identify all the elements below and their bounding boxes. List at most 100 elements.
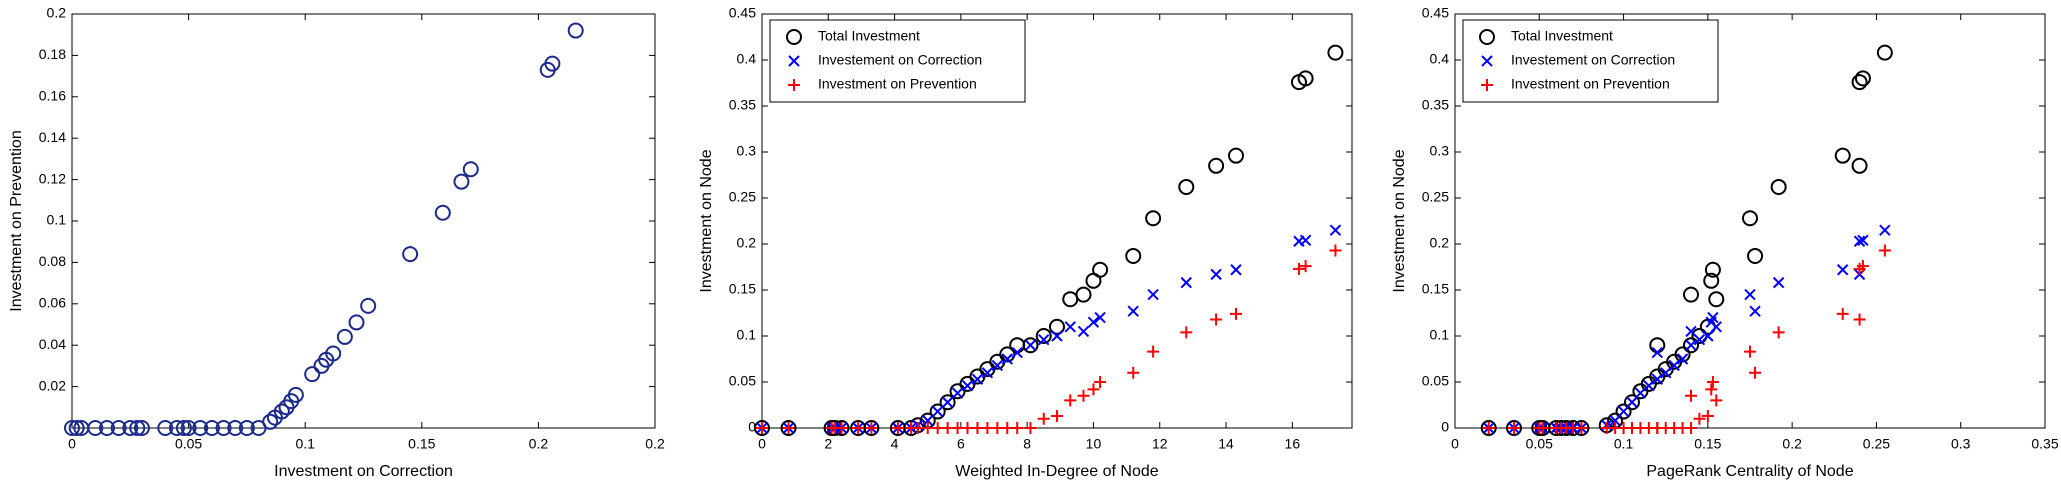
data-point xyxy=(1064,394,1077,407)
data-point xyxy=(991,359,1004,372)
x-tick-label: 0.1 xyxy=(295,436,315,452)
y-tick-label: 0.2 xyxy=(47,5,67,21)
data-point xyxy=(1851,157,1868,174)
data-point xyxy=(1836,307,1849,320)
data-point xyxy=(287,386,304,403)
data-point xyxy=(157,420,174,436)
plot-frame xyxy=(761,13,1353,429)
legend-box xyxy=(1462,19,1719,103)
data-point xyxy=(1178,178,1195,195)
data-point xyxy=(1210,313,1223,326)
data-point xyxy=(1624,394,1640,411)
data-point xyxy=(1707,311,1719,324)
data-point xyxy=(1704,261,1721,278)
data-point xyxy=(180,420,197,436)
data-point xyxy=(402,246,419,263)
data-point xyxy=(1632,383,1649,400)
data-point xyxy=(1064,321,1076,333)
x-tick-label: 14 xyxy=(1218,436,1234,452)
y-tick-label: 0.45 xyxy=(1422,5,1449,21)
data-point xyxy=(1853,235,1866,247)
data-point xyxy=(1180,326,1193,339)
data-point xyxy=(1674,346,1691,363)
data-point xyxy=(1693,412,1706,425)
legend-label: Total Investment xyxy=(818,28,920,44)
y-tick-label: 0.04 xyxy=(39,336,66,352)
data-point xyxy=(835,422,848,434)
data-point xyxy=(133,420,150,436)
plot-frame xyxy=(1454,13,2046,429)
data-point xyxy=(1837,264,1849,276)
y-tick-label: 0.06 xyxy=(39,295,66,311)
data-point xyxy=(175,420,192,436)
x-axis-label: Investment on Correction xyxy=(274,463,453,480)
data-point xyxy=(1701,410,1714,423)
data-point xyxy=(1615,403,1632,420)
data-point xyxy=(1147,345,1160,358)
data-point xyxy=(863,420,880,436)
data-point xyxy=(1125,247,1142,264)
x-tick-label: 6 xyxy=(957,436,965,452)
x-tick-label: 0.15 xyxy=(408,436,435,452)
data-point xyxy=(1651,373,1663,385)
legend-label: Investement on Correction xyxy=(1511,52,1675,68)
y-tick-label: 0.3 xyxy=(737,143,757,159)
x-tick-label: 16 xyxy=(1285,436,1301,452)
data-point xyxy=(1649,337,1666,354)
x-tick-label: 2 xyxy=(824,436,832,452)
data-point xyxy=(1051,410,1063,423)
data-point xyxy=(1001,353,1013,365)
data-point xyxy=(891,422,904,434)
data-point xyxy=(348,314,365,331)
y-tick-label: 0.3 xyxy=(1430,143,1450,159)
y-tick-label: 0.16 xyxy=(39,88,66,104)
data-point xyxy=(1022,337,1039,354)
data-point xyxy=(865,422,878,434)
data-point xyxy=(1708,291,1725,308)
data-point xyxy=(192,420,209,436)
data-point xyxy=(1744,345,1756,358)
data-point xyxy=(336,328,353,345)
y-tick-label: 0.2 xyxy=(737,235,757,251)
data-point xyxy=(544,55,561,72)
data-point xyxy=(1094,376,1107,388)
data-point xyxy=(1011,346,1023,359)
data-point xyxy=(1037,412,1050,425)
data-point xyxy=(98,420,115,436)
data-point xyxy=(1145,210,1162,227)
data-point xyxy=(1210,268,1222,281)
y-tick-label: 0.4 xyxy=(1430,51,1450,67)
data-point xyxy=(1480,420,1497,436)
data-point xyxy=(1292,262,1305,275)
data-point xyxy=(1575,422,1588,434)
data-point xyxy=(1878,244,1891,257)
data-point xyxy=(1536,422,1549,434)
y-tick-label: 0.15 xyxy=(729,281,756,297)
plot-frame xyxy=(71,13,656,429)
data-point xyxy=(215,420,232,436)
data-point xyxy=(1626,396,1638,408)
data-point xyxy=(1035,328,1052,344)
y-tick-label: 0 xyxy=(1441,419,1449,435)
data-point xyxy=(110,420,127,436)
data-point xyxy=(1685,339,1697,351)
data-point xyxy=(1230,264,1242,276)
data-point xyxy=(1710,394,1723,407)
data-point xyxy=(1651,422,1664,434)
data-point xyxy=(1685,325,1697,338)
legend-label: Investement on Correction xyxy=(818,52,982,68)
data-point xyxy=(1051,330,1063,342)
data-point xyxy=(951,387,964,399)
data-point xyxy=(304,366,321,383)
data-point xyxy=(1643,379,1655,392)
y-tick-label: 0.25 xyxy=(729,189,756,205)
data-point xyxy=(1127,305,1139,317)
data-point xyxy=(1482,422,1495,434)
data-point xyxy=(1075,286,1092,303)
data-point xyxy=(852,422,865,434)
data-point xyxy=(1834,147,1851,164)
data-point xyxy=(462,161,479,178)
data-point xyxy=(238,420,255,436)
data-point xyxy=(325,345,342,362)
data-point xyxy=(1853,313,1866,326)
